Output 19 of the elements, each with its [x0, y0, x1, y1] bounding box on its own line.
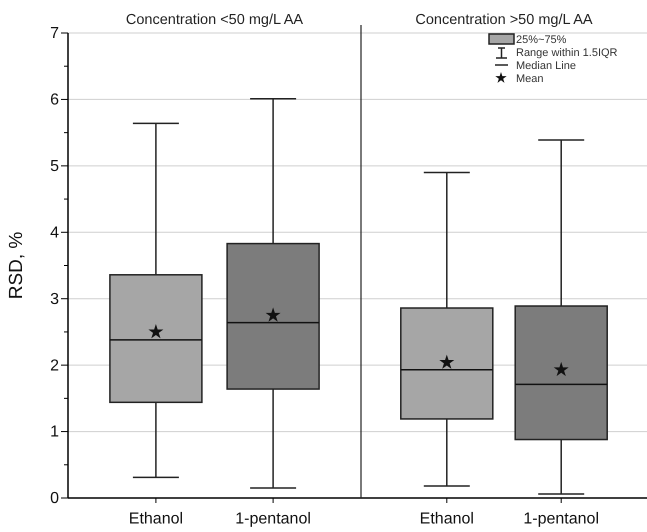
x-tick-label: 1-pentanol [523, 510, 600, 528]
y-tick-label: 1 [50, 424, 60, 441]
chart-title: Concentration <50 mg/L AA [126, 12, 304, 28]
annotation: Range within 1.5IQR [516, 47, 618, 59]
y-tick-label: 3 [50, 290, 60, 308]
y-tick-label: 7 [50, 25, 60, 42]
y-tick-label: 4 [50, 224, 60, 242]
y-axis-title: RSD, % [6, 232, 27, 300]
x-tick-label: Ethanol [128, 510, 184, 528]
x-tick-label: Ethanol [420, 510, 474, 528]
y-tick-label: 0 [50, 490, 60, 508]
annotation: Mean [516, 73, 544, 85]
y-tick-label: 5 [50, 158, 60, 175]
annotation: Median Line [516, 60, 576, 72]
y-tick-label: 6 [50, 92, 60, 109]
annotation: 25%~75% [516, 34, 567, 46]
y-tick-label: 2 [50, 357, 60, 374]
chart-title: Concentration >50 mg/L AA [415, 12, 593, 28]
x-tick-label: 1-pentanol [235, 510, 311, 528]
